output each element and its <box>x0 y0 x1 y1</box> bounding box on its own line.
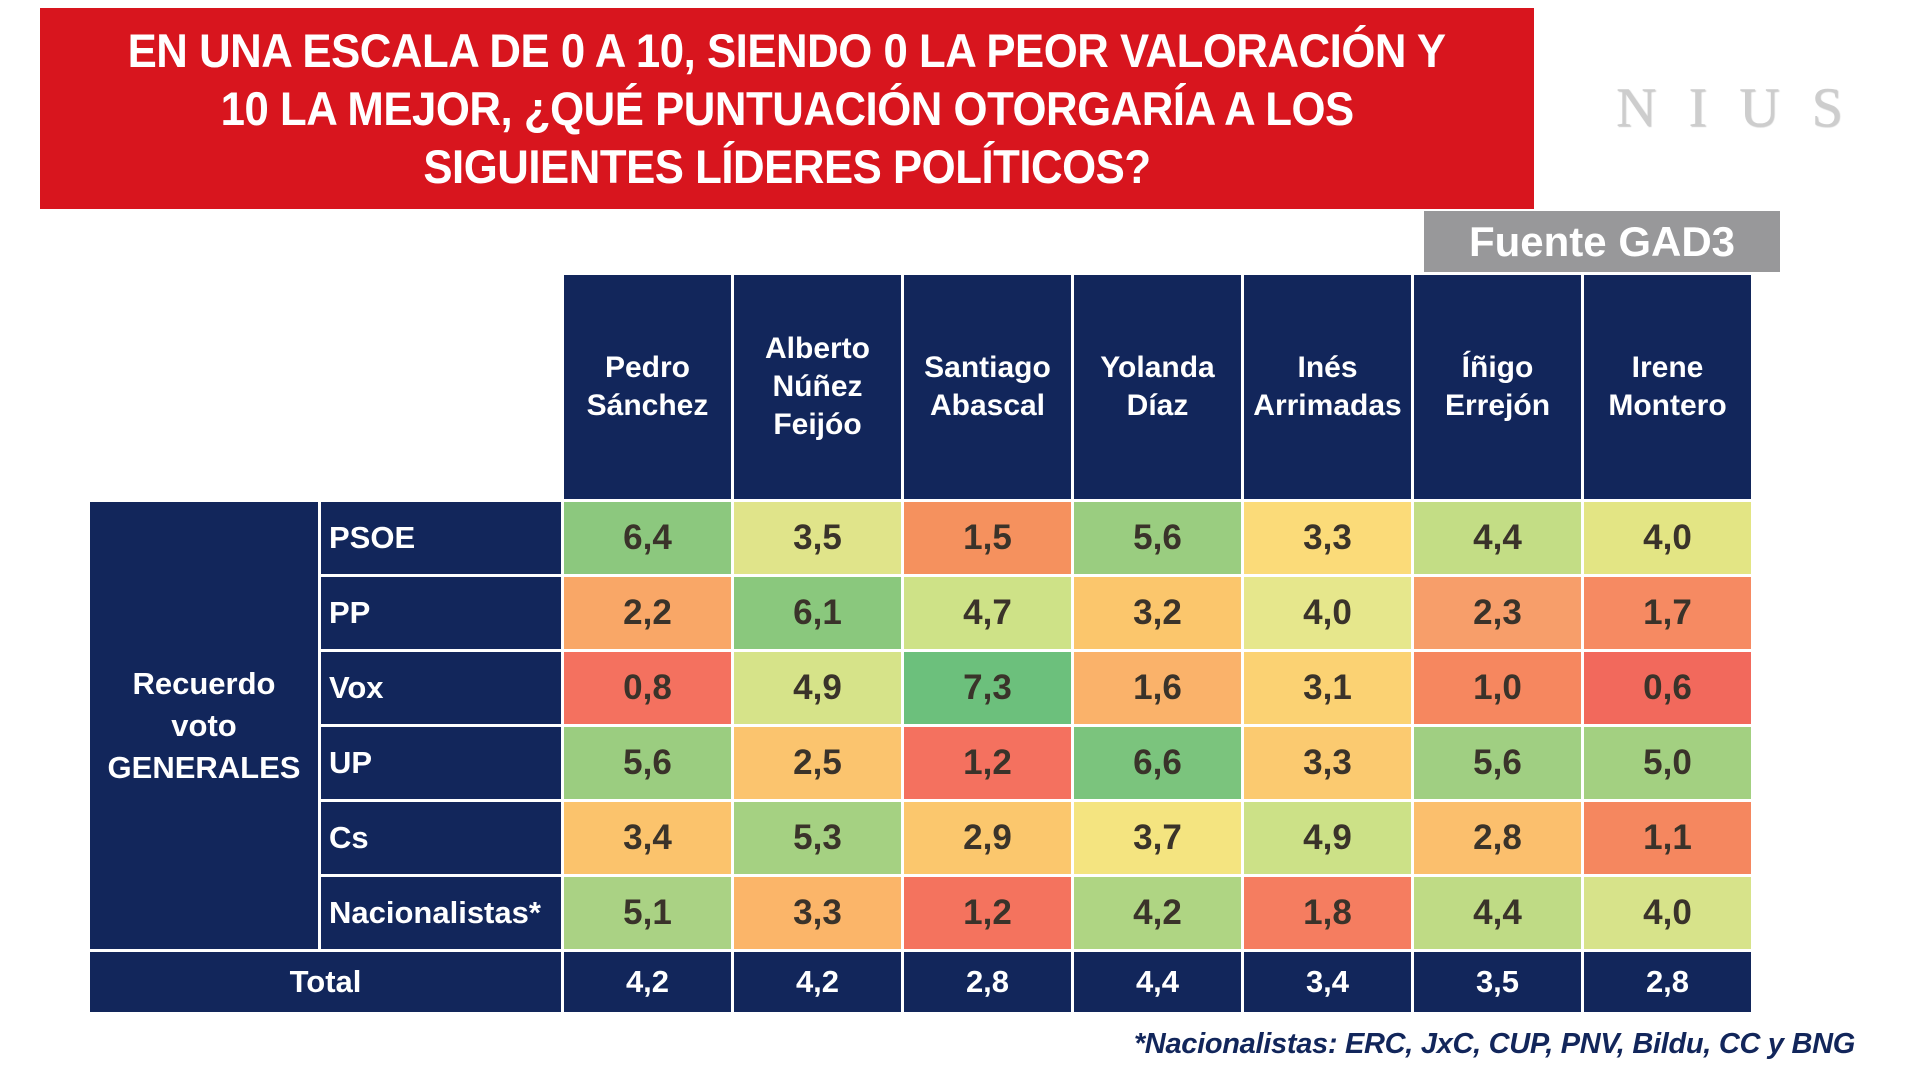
heatmap-cell-cs-inigo-errejon: 2,8 <box>1414 802 1581 874</box>
heatmap-cell-cs-alberto-nunez-feijoo: 5,3 <box>734 802 901 874</box>
heatmap-cell-vox-ines-arrimadas: 3,1 <box>1244 652 1411 724</box>
heatmap-cell-up-santiago-abascal: 1,2 <box>904 727 1071 799</box>
question-banner-line-2: 10 LA MEJOR, ¿QUÉ PUNTUACIÓN OTORGARÍA A… <box>220 81 1354 135</box>
nius-logo: NIUS <box>1616 77 1875 139</box>
heatmap-cell-pp-alberto-nunez-feijoo: 6,1 <box>734 577 901 649</box>
heatmap-cell-up-alberto-nunez-feijoo: 2,5 <box>734 727 901 799</box>
question-banner-line-1: EN UNA ESCALA DE 0 A 10, SIENDO 0 LA PEO… <box>128 23 1446 77</box>
heatmap-cell-nacionalistas-irene-montero: 4,0 <box>1584 877 1751 949</box>
heatmap-cell-psoe-yolanda-diaz: 5,6 <box>1074 502 1241 574</box>
heatmap-cell-cs-pedro-sanchez: 3,4 <box>564 802 731 874</box>
heatmap-cell-up-irene-montero: 5,0 <box>1584 727 1751 799</box>
heatmap-cell-pp-irene-montero: 1,7 <box>1584 577 1751 649</box>
heatmap-cell-psoe-ines-arrimadas: 3,3 <box>1244 502 1411 574</box>
row-label-nacionalistas: Nacionalistas* <box>321 877 561 949</box>
heatmap-cell-pp-yolanda-diaz: 3,2 <box>1074 577 1241 649</box>
heatmap-cell-vox-inigo-errejon: 1,0 <box>1414 652 1581 724</box>
heatmap-cell-vox-yolanda-diaz: 1,6 <box>1074 652 1241 724</box>
heatmap-cell-up-ines-arrimadas: 3,3 <box>1244 727 1411 799</box>
heatmap-cell-nacionalistas-yolanda-diaz: 4,2 <box>1074 877 1241 949</box>
heatmap-cell-cs-ines-arrimadas: 4,9 <box>1244 802 1411 874</box>
heatmap-cell-nacionalistas-santiago-abascal: 1,2 <box>904 877 1071 949</box>
row-label-pp: PP <box>321 577 561 649</box>
heatmap-cell-nacionalistas-ines-arrimadas: 1,8 <box>1244 877 1411 949</box>
heatmap-cell-psoe-irene-montero: 4,0 <box>1584 502 1751 574</box>
column-header-irene-montero: Irene Montero <box>1584 275 1751 499</box>
row-label-up: UP <box>321 727 561 799</box>
column-header-alberto-nunez-feijoo: Alberto Núñez Feijóo <box>734 275 901 499</box>
source-badge: Fuente GAD3 <box>1424 211 1780 272</box>
heatmap-cell-cs-irene-montero: 1,1 <box>1584 802 1751 874</box>
heatmap-cell-up-yolanda-diaz: 6,6 <box>1074 727 1241 799</box>
ratings-heatmap-table: Pedro Sánchez Alberto Núñez Feijóo Santiag… <box>90 275 1751 1012</box>
heatmap-cell-cs-santiago-abascal: 2,9 <box>904 802 1071 874</box>
total-row-label: Total <box>90 952 561 1012</box>
column-header-pedro-sanchez: Pedro Sánchez <box>564 275 731 499</box>
row-label-vox: Vox <box>321 652 561 724</box>
column-header-yolanda-diaz: Yolanda Díaz <box>1074 275 1241 499</box>
column-header-ines-arrimadas: Inés Arrimadas <box>1244 275 1411 499</box>
column-header-santiago-abascal: Santiago Abascal <box>904 275 1071 499</box>
heatmap-cell-psoe-pedro-sanchez: 6,4 <box>564 502 731 574</box>
total-cell-alberto-nunez-feijoo: 4,2 <box>734 952 901 1012</box>
heatmap-cell-up-pedro-sanchez: 5,6 <box>564 727 731 799</box>
heatmap-cell-vox-santiago-abascal: 7,3 <box>904 652 1071 724</box>
total-cell-santiago-abascal: 2,8 <box>904 952 1071 1012</box>
column-header-inigo-errejon: Íñigo Errejón <box>1414 275 1581 499</box>
heatmap-cell-psoe-inigo-errejon: 4,4 <box>1414 502 1581 574</box>
footnote: *Nacionalistas: ERC, JxC, CUP, PNV, Bild… <box>1133 1028 1855 1060</box>
total-cell-yolanda-diaz: 4,4 <box>1074 952 1241 1012</box>
question-banner-line-3: SIGUIENTES LÍDERES POLÍTICOS? <box>423 139 1151 193</box>
total-cell-inigo-errejon: 3,5 <box>1414 952 1581 1012</box>
heatmap-cell-pp-ines-arrimadas: 4,0 <box>1244 577 1411 649</box>
heatmap-cell-pp-inigo-errejon: 2,3 <box>1414 577 1581 649</box>
heatmap-cell-nacionalistas-pedro-sanchez: 5,1 <box>564 877 731 949</box>
total-cell-irene-montero: 2,8 <box>1584 952 1751 1012</box>
heatmap-cell-pp-santiago-abascal: 4,7 <box>904 577 1071 649</box>
question-banner: EN UNA ESCALA DE 0 A 10, SIENDO 0 LA PEO… <box>40 8 1534 209</box>
heatmap-cell-nacionalistas-alberto-nunez-feijoo: 3,3 <box>734 877 901 949</box>
row-label-cs: Cs <box>321 802 561 874</box>
heatmap-cell-vox-irene-montero: 0,6 <box>1584 652 1751 724</box>
total-cell-ines-arrimadas: 3,4 <box>1244 952 1411 1012</box>
heatmap-cell-cs-yolanda-diaz: 3,7 <box>1074 802 1241 874</box>
heatmap-cell-vox-alberto-nunez-feijoo: 4,9 <box>734 652 901 724</box>
heatmap-cell-up-inigo-errejon: 5,6 <box>1414 727 1581 799</box>
heatmap-cell-vox-pedro-sanchez: 0,8 <box>564 652 731 724</box>
row-label-psoe: PSOE <box>321 502 561 574</box>
heatmap-cell-pp-pedro-sanchez: 2,2 <box>564 577 731 649</box>
total-cell-pedro-sanchez: 4,2 <box>564 952 731 1012</box>
heatmap-cell-nacionalistas-inigo-errejon: 4,4 <box>1414 877 1581 949</box>
row-group-label: Recuerdo voto GENERALES <box>90 502 318 949</box>
heatmap-cell-psoe-alberto-nunez-feijoo: 3,5 <box>734 502 901 574</box>
heatmap-cell-psoe-santiago-abascal: 1,5 <box>904 502 1071 574</box>
